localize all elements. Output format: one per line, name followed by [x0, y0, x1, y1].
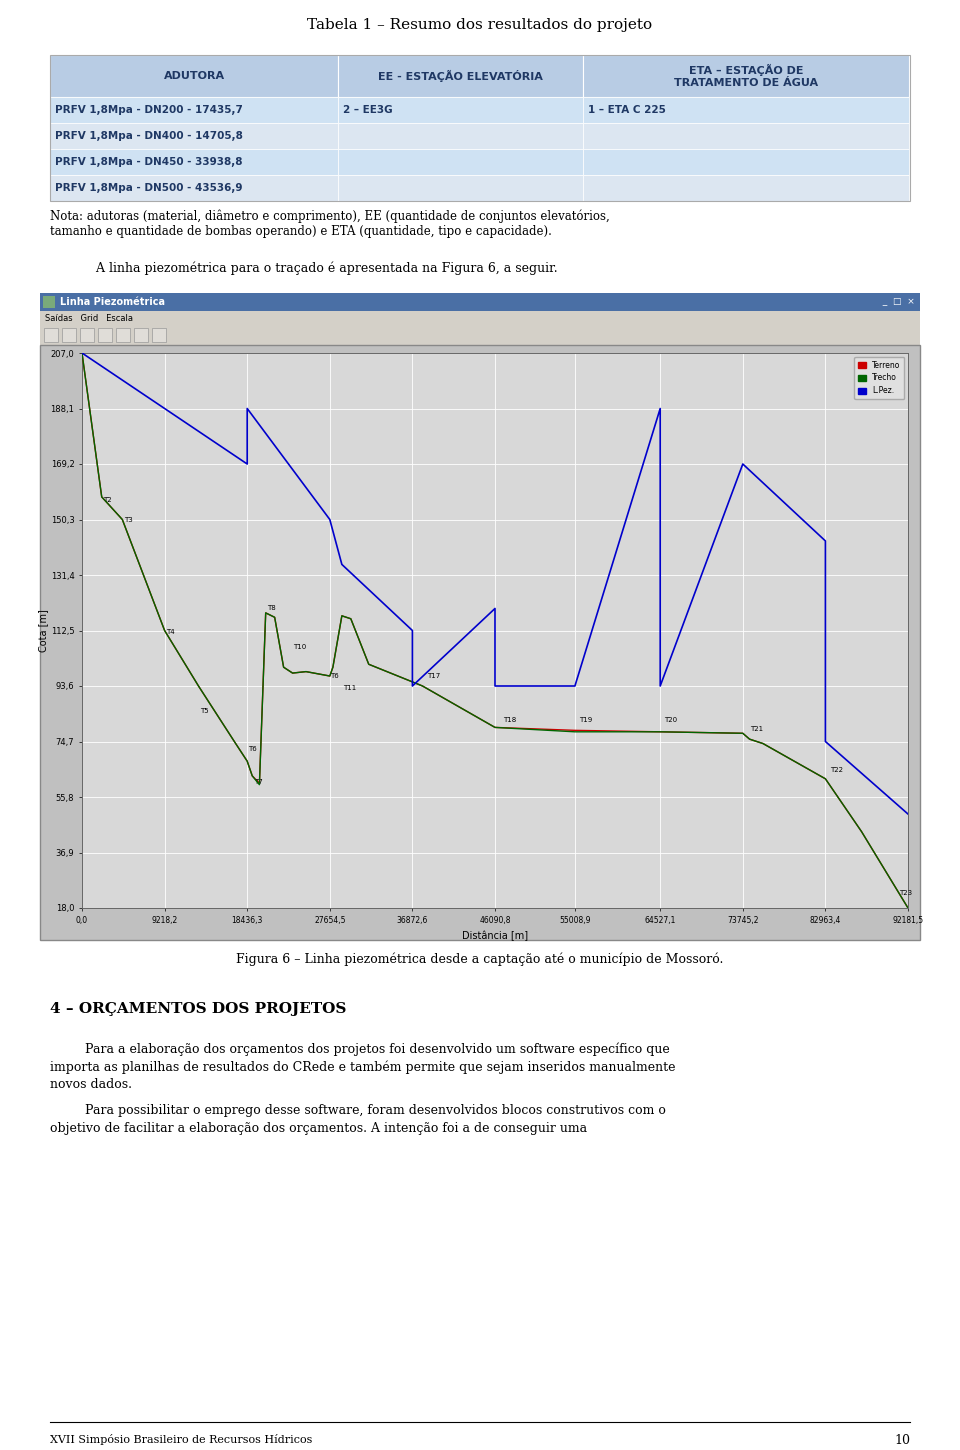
Bar [50, 55, 338, 97]
Text: T20: T20 [664, 716, 678, 724]
Bar [40, 310, 920, 325]
Text: T2: T2 [104, 497, 112, 503]
Y-axis label: Cota [m]: Cota [m] [37, 609, 48, 652]
Bar [40, 345, 920, 940]
Text: Tabela 1 – Resumo dos resultados do projeto: Tabela 1 – Resumo dos resultados do proj… [307, 17, 653, 32]
Bar [338, 55, 583, 97]
Text: _  □  ×: _ □ × [877, 297, 915, 306]
Text: Para possibilitar o emprego desse software, foram desenvolvidos blocos construti: Para possibilitar o emprego desse softwa… [85, 1103, 666, 1116]
Text: ETA – ESTAÇÃO DE
TRATAMENTO DE ÁGUA: ETA – ESTAÇÃO DE TRATAMENTO DE ÁGUA [674, 64, 818, 88]
Text: objetivo de facilitar a elaboração dos orçamentos. A intenção foi a de conseguir: objetivo de facilitar a elaboração dos o… [50, 1122, 588, 1135]
Text: PRFV 1,8Mpa - DN500 - 43536,9: PRFV 1,8Mpa - DN500 - 43536,9 [55, 183, 243, 193]
Text: T8: T8 [268, 606, 276, 612]
Text: Para a elaboração dos orçamentos dos projetos foi desenvolvido um software espec: Para a elaboração dos orçamentos dos pro… [85, 1043, 670, 1056]
Bar [583, 55, 909, 97]
Bar [62, 328, 76, 342]
Bar [50, 97, 338, 123]
Bar [116, 328, 130, 342]
Text: T4: T4 [166, 629, 175, 635]
Bar [338, 175, 583, 202]
Bar [44, 328, 58, 342]
Text: T10: T10 [294, 644, 306, 650]
Text: 4 – ORÇAMENTOS DOS PROJETOS: 4 – ORÇAMENTOS DOS PROJETOS [50, 1002, 347, 1016]
Text: T19: T19 [579, 716, 592, 724]
Text: 2 – EE3G: 2 – EE3G [343, 104, 393, 115]
Bar [583, 97, 909, 123]
Text: Linha Piezométrica: Linha Piezométrica [60, 297, 165, 307]
Bar [152, 328, 166, 342]
Text: PRFV 1,8Mpa - DN450 - 33938,8: PRFV 1,8Mpa - DN450 - 33938,8 [55, 157, 243, 167]
Bar [338, 149, 583, 175]
Bar [583, 175, 909, 202]
Text: Saídas   Grid   Escala: Saídas Grid Escala [45, 313, 133, 322]
Text: T11: T11 [343, 684, 356, 690]
Text: PRFV 1,8Mpa - DN400 - 14705,8: PRFV 1,8Mpa - DN400 - 14705,8 [55, 130, 243, 141]
Legend: Terreno, Trecho, L.Pez.: Terreno, Trecho, L.Pez. [854, 357, 904, 399]
Bar [583, 123, 909, 149]
Bar [50, 175, 338, 202]
Text: T6: T6 [330, 673, 339, 679]
Text: T21: T21 [750, 726, 762, 732]
Text: 1 – ETA C 225: 1 – ETA C 225 [588, 104, 666, 115]
Text: Nota: adutoras (material, diâmetro e comprimento), EE (quantidade de conjuntos e: Nota: adutoras (material, diâmetro e com… [50, 209, 610, 238]
Bar [50, 55, 910, 202]
Bar [80, 328, 94, 342]
Text: T6: T6 [248, 747, 256, 753]
Bar [50, 149, 338, 175]
Text: XVII Simpósio Brasileiro de Recursos Hídricos: XVII Simpósio Brasileiro de Recursos Híd… [50, 1434, 312, 1446]
Text: T23: T23 [900, 890, 912, 896]
Text: PRFV 1,8Mpa - DN200 - 17435,7: PRFV 1,8Mpa - DN200 - 17435,7 [55, 104, 243, 115]
Text: Figura 6 – Linha piezométrica desde a captação até o município de Mossoró.: Figura 6 – Linha piezométrica desde a ca… [236, 953, 724, 966]
Text: A linha piezométrica para o traçado é apresentada na Figura 6, a seguir.: A linha piezométrica para o traçado é ap… [80, 261, 558, 274]
Bar [338, 123, 583, 149]
Text: novos dados.: novos dados. [50, 1077, 132, 1090]
Bar [338, 97, 583, 123]
Bar [43, 296, 55, 307]
Bar [40, 325, 920, 345]
Bar [98, 328, 112, 342]
Text: T18: T18 [503, 716, 516, 724]
X-axis label: Distância [m]: Distância [m] [462, 931, 528, 941]
Text: T3: T3 [124, 518, 132, 523]
Bar [50, 123, 338, 149]
Text: ADUTORA: ADUTORA [163, 71, 225, 81]
Text: T5: T5 [201, 708, 209, 715]
Bar [583, 149, 909, 175]
Bar [40, 293, 920, 310]
Text: T17: T17 [427, 673, 441, 679]
Text: EE - ESTAÇÃO ELEVATÓRIA: EE - ESTAÇÃO ELEVATÓRIA [378, 70, 543, 83]
Text: T7: T7 [254, 779, 263, 784]
Bar [134, 328, 148, 342]
Text: 10: 10 [894, 1434, 910, 1447]
Text: T22: T22 [830, 767, 843, 773]
Text: importa as planilhas de resultados do CRede e também permite que sejam inseridos: importa as planilhas de resultados do CR… [50, 1060, 676, 1073]
